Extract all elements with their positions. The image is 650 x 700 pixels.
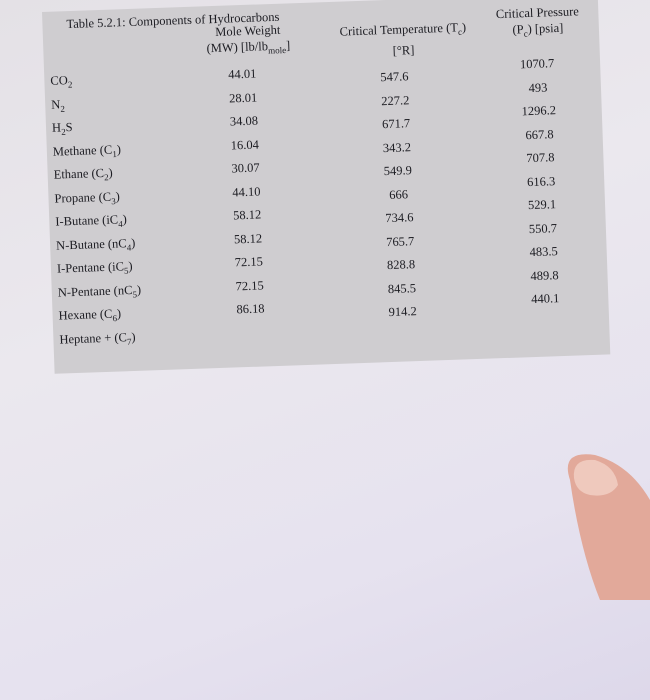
component-name: H2S: [52, 120, 73, 137]
text: ) [psia]: [527, 20, 564, 37]
cell-mw: 44.01: [227, 66, 257, 82]
cell-pc: 1296.2: [521, 103, 557, 119]
cell-mw: 16.04: [230, 137, 260, 152]
cell-tc: 547.6: [380, 69, 409, 85]
text: ): [115, 188, 120, 204]
cell-mw: 44.10: [232, 183, 261, 199]
cell-pc: 1070.7: [519, 56, 555, 72]
component-name: I-Butane (iC4): [55, 212, 127, 231]
cell-tc: 914.2: [388, 304, 417, 320]
cell-mw: 72.15: [235, 277, 264, 293]
component-name: Propane (C3): [54, 189, 120, 208]
text: Critical Temperature (T: [339, 20, 459, 39]
cell-tc: 666: [388, 186, 409, 202]
cell-mw: 72.15: [234, 254, 264, 270]
cell-tc: 671.7: [381, 116, 411, 132]
subscript: mole: [267, 45, 287, 56]
subscript: 2: [60, 103, 66, 114]
component-name: N2: [51, 97, 65, 114]
text: N-Pentane (nC: [57, 282, 133, 300]
cell-tc: 765.7: [385, 233, 415, 249]
text: ): [116, 306, 122, 321]
cell-tc: 227.2: [380, 92, 410, 108]
cell-pc: 483.5: [529, 244, 558, 260]
text: CO: [50, 73, 69, 88]
component-name: I-Pentane (iC5): [57, 259, 133, 278]
header-mw: Mole Weight (MW) [lb/lbmole]: [193, 21, 304, 61]
cell-pc: 550.7: [528, 220, 558, 236]
component-name: Hexane (C6): [58, 306, 121, 325]
text: [°R]: [392, 42, 415, 58]
text: ): [116, 141, 122, 156]
cell-mw: 30.07: [231, 160, 260, 176]
cell-mw: 28.01: [228, 90, 258, 106]
text: Hexane (C: [58, 306, 113, 323]
cell-pc: 529.1: [527, 197, 557, 213]
component-name: N-Butane (nC4): [56, 235, 136, 254]
text: (MW) [lb/lb: [206, 39, 269, 56]
text: ): [131, 329, 136, 344]
cell-pc: 707.8: [526, 150, 555, 166]
text: I-Pentane (iC: [56, 259, 125, 276]
text: Propane (C: [54, 189, 112, 206]
component-name: Ethane (C2): [53, 166, 113, 185]
text: Ethane (C: [53, 165, 105, 182]
cell-tc: 549.9: [383, 163, 413, 179]
header-tc: Critical Temperature (Tc) [°R]: [323, 19, 484, 61]
header-line: (Pc) [psia]: [483, 19, 594, 43]
text: ): [122, 212, 128, 227]
text: ): [128, 258, 133, 274]
text: ): [136, 282, 142, 297]
text: (P: [512, 22, 524, 37]
table: Table 5.2.1: Components of Hydrocarbons …: [42, 0, 611, 374]
text: N: [50, 96, 61, 112]
cell-tc: 845.5: [387, 280, 417, 296]
cell-mw: 34.08: [229, 113, 259, 129]
cell-mw: 58.12: [233, 230, 263, 246]
header-line: (MW) [lb/lbmole]: [193, 37, 304, 61]
component-name: Methane (C1): [53, 142, 122, 161]
text: Methane (C: [52, 142, 113, 159]
cell-pc: 489.8: [530, 267, 559, 283]
cell-mw: 86.18: [236, 301, 265, 317]
text: Mole Weight: [215, 22, 281, 39]
cell-pc: 493: [528, 79, 548, 95]
text: I-Butane (iC: [55, 212, 119, 229]
text: ]: [285, 38, 291, 53]
text: H: [51, 120, 62, 135]
finger: [567, 454, 650, 600]
cell-tc: 343.2: [382, 139, 412, 155]
text: ): [108, 165, 113, 180]
text: N-Butane (nC: [55, 235, 127, 253]
text: ): [461, 20, 467, 35]
header-pc: Critical Pressure (Pc) [psia]: [482, 3, 593, 43]
cell-pc: 667.8: [525, 126, 554, 142]
component-name: N-Pentane (nC5): [58, 282, 142, 301]
component-name: CO2: [50, 73, 72, 90]
text: Heptane + (C: [59, 329, 128, 347]
cell-pc: 440.1: [531, 291, 560, 307]
cell-mw: 58.12: [232, 207, 262, 223]
subscript: 2: [67, 79, 73, 90]
component-name: Heptane + (C7): [59, 329, 136, 348]
cell-tc: 734.6: [385, 210, 414, 226]
text: ): [130, 235, 136, 250]
cell-tc: 828.8: [386, 257, 416, 273]
cell-pc: 616.3: [526, 173, 556, 189]
text: Critical Pressure: [495, 4, 580, 22]
text: S: [65, 120, 73, 135]
